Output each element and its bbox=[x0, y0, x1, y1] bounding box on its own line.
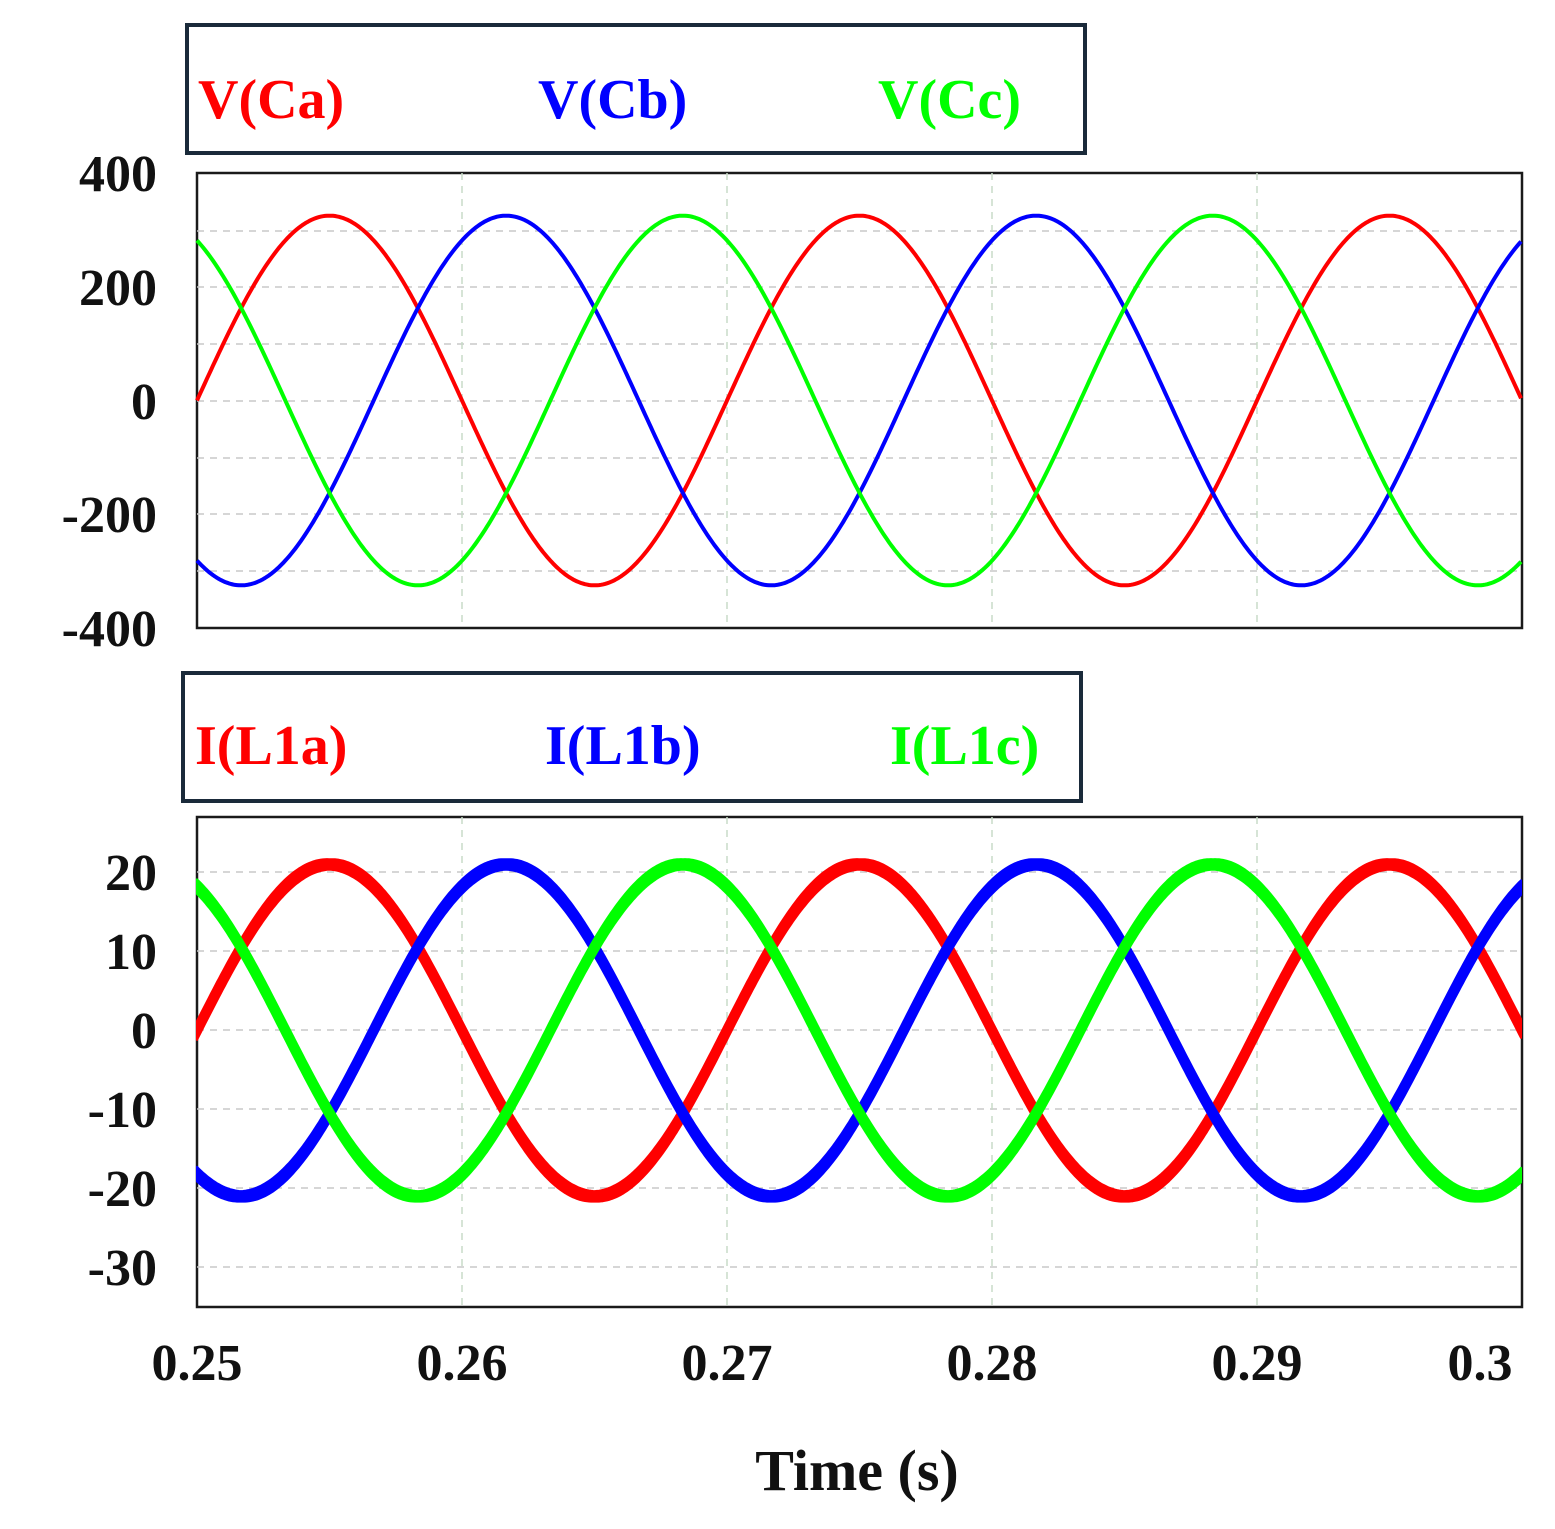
legend-entry-vcb: V(Cb) bbox=[538, 69, 687, 131]
current-ytick-m20: -20 bbox=[88, 1161, 157, 1218]
voltage-plot bbox=[195, 171, 1524, 630]
xtick-026: 0.26 bbox=[417, 1335, 508, 1392]
voltage-legend: V(Ca) V(Cb) V(Cc) bbox=[185, 23, 1087, 155]
voltage-ytick-0: 0 bbox=[131, 374, 157, 431]
voltage-traces bbox=[195, 213, 1523, 588]
series-il1a-band bbox=[196, 858, 1522, 1203]
legend-entry-il1a: I(L1a) bbox=[195, 715, 347, 777]
current-ytick-10: 10 bbox=[105, 924, 157, 981]
series-il1b-band bbox=[196, 858, 1522, 1203]
xtick-025: 0.25 bbox=[152, 1335, 243, 1392]
current-ytick-m10: -10 bbox=[88, 1082, 157, 1139]
current-legend: I(L1a) I(L1b) I(L1c) bbox=[181, 671, 1083, 803]
voltage-ytick-200: 200 bbox=[79, 260, 157, 317]
current-plot bbox=[195, 815, 1524, 1309]
xtick-030: 0.3 bbox=[1448, 1335, 1513, 1392]
voltage-legend-frame bbox=[185, 23, 1087, 155]
xtick-029: 0.29 bbox=[1212, 1335, 1303, 1392]
legend-entry-il1b: I(L1b) bbox=[545, 715, 701, 777]
current-grid bbox=[197, 817, 1522, 1307]
current-ytick-m30: -30 bbox=[88, 1240, 157, 1297]
current-y-axis: 20 10 0 -10 -20 -30 bbox=[88, 845, 157, 1297]
voltage-plot-frame bbox=[195, 171, 1524, 630]
legend-entry-vca: V(Ca) bbox=[198, 69, 344, 131]
voltage-ytick-m400: -400 bbox=[62, 601, 157, 658]
xtick-027: 0.27 bbox=[682, 1335, 773, 1392]
voltage-ytick-400: 400 bbox=[79, 146, 157, 203]
legend-entry-il1c: I(L1c) bbox=[890, 715, 1039, 777]
current-legend-frame bbox=[181, 671, 1083, 803]
series-il1c-band bbox=[196, 858, 1522, 1203]
voltage-y-axis: 400 200 0 -200 -400 bbox=[62, 146, 157, 658]
legend-entry-vcc: V(Cc) bbox=[878, 69, 1021, 131]
current-ytick-20: 20 bbox=[105, 845, 157, 902]
x-axis: 0.25 0.26 0.27 0.28 0.29 0.3 Time (s) bbox=[152, 1335, 1513, 1503]
current-plot-frame bbox=[195, 815, 1524, 1309]
series-vcc-line bbox=[195, 213, 1523, 588]
current-ytick-0: 0 bbox=[131, 1003, 157, 1060]
xtick-028: 0.28 bbox=[947, 1335, 1038, 1392]
voltage-ytick-m200: -200 bbox=[62, 487, 157, 544]
x-axis-title: Time (s) bbox=[755, 1438, 959, 1503]
current-traces bbox=[196, 858, 1522, 1203]
